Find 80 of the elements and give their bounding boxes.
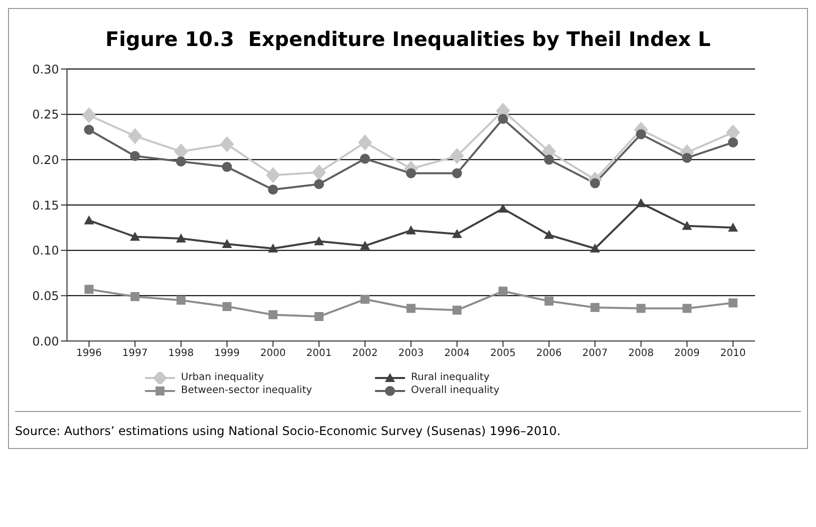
point — [406, 304, 416, 313]
point — [498, 114, 508, 124]
point — [682, 304, 692, 313]
point — [314, 312, 324, 322]
point — [268, 310, 278, 320]
point — [728, 298, 738, 308]
point — [590, 302, 600, 312]
point — [544, 230, 554, 239]
legend-label: Rural inequality — [411, 372, 490, 383]
point — [130, 232, 140, 241]
point — [636, 198, 646, 208]
x-tick-label: 2006 — [536, 348, 562, 360]
x-tick-label: 2002 — [352, 348, 378, 360]
point — [728, 222, 738, 232]
point — [544, 296, 554, 306]
point — [452, 306, 462, 315]
point — [360, 294, 370, 304]
point — [176, 156, 186, 166]
point — [84, 124, 94, 135]
point — [176, 296, 186, 305]
point — [636, 129, 646, 140]
point — [84, 284, 94, 294]
point — [268, 184, 278, 195]
legend-label: Overall inequality — [411, 385, 500, 396]
source-note: Source: Authors’ estimations using National Socio-Economic Survey (Susenas) 1996–2010. — [15, 424, 562, 438]
x-tick-label: 2003 — [398, 348, 424, 360]
point — [450, 148, 464, 164]
point — [314, 236, 324, 246]
point — [360, 240, 370, 250]
x-tick-label: 2004 — [444, 348, 470, 360]
x-tick-label: 1998 — [168, 348, 194, 360]
point — [222, 302, 232, 312]
point — [314, 179, 324, 190]
y-tick-label: 0.05 — [32, 288, 59, 303]
x-tick-label: 2000 — [260, 348, 286, 360]
point — [130, 151, 140, 162]
x-tick-label: 2007 — [582, 348, 608, 360]
point — [220, 136, 234, 152]
point — [312, 164, 326, 180]
x-tick-label: 2010 — [720, 348, 746, 360]
point — [682, 152, 692, 163]
point — [358, 134, 372, 150]
x-tick-label: 1997 — [122, 348, 148, 360]
y-tick-label: 0.25 — [32, 108, 59, 122]
x-tick-label: 2001 — [306, 348, 332, 360]
point — [590, 178, 600, 188]
point — [406, 225, 416, 234]
point — [82, 107, 96, 124]
point — [360, 154, 370, 164]
point — [406, 168, 416, 178]
y-tick-label: 0.00 — [32, 334, 59, 348]
point — [498, 204, 508, 213]
point — [84, 215, 94, 224]
point — [130, 292, 140, 302]
point — [222, 162, 232, 172]
x-tick-label: 2005 — [490, 348, 516, 360]
point — [728, 137, 738, 148]
legend-label: Between-sector inequality — [181, 385, 312, 396]
chart-title: Figure 10.3 Expenditure Inequalities by Theil Index L — [104, 27, 712, 51]
legend-label: Urban inequality — [181, 372, 264, 383]
point — [176, 234, 186, 243]
point — [498, 286, 508, 296]
y-tick-label: 0.15 — [32, 198, 59, 212]
point — [636, 304, 646, 313]
point — [452, 229, 462, 238]
point — [128, 128, 142, 144]
y-tick-label: 0.20 — [32, 152, 59, 167]
point — [544, 154, 554, 165]
point — [452, 168, 462, 178]
point — [268, 244, 278, 253]
point — [590, 244, 600, 253]
x-tick-label: 2008 — [628, 348, 654, 360]
x-tick-label: 1999 — [214, 348, 240, 360]
x-tick-label: 2009 — [674, 348, 700, 360]
x-tick-label: 1996 — [76, 348, 102, 360]
point — [266, 167, 280, 184]
point — [222, 238, 232, 248]
y-tick-label: 0.30 — [32, 62, 59, 76]
y-tick-label: 0.10 — [32, 244, 59, 258]
point — [682, 220, 692, 230]
